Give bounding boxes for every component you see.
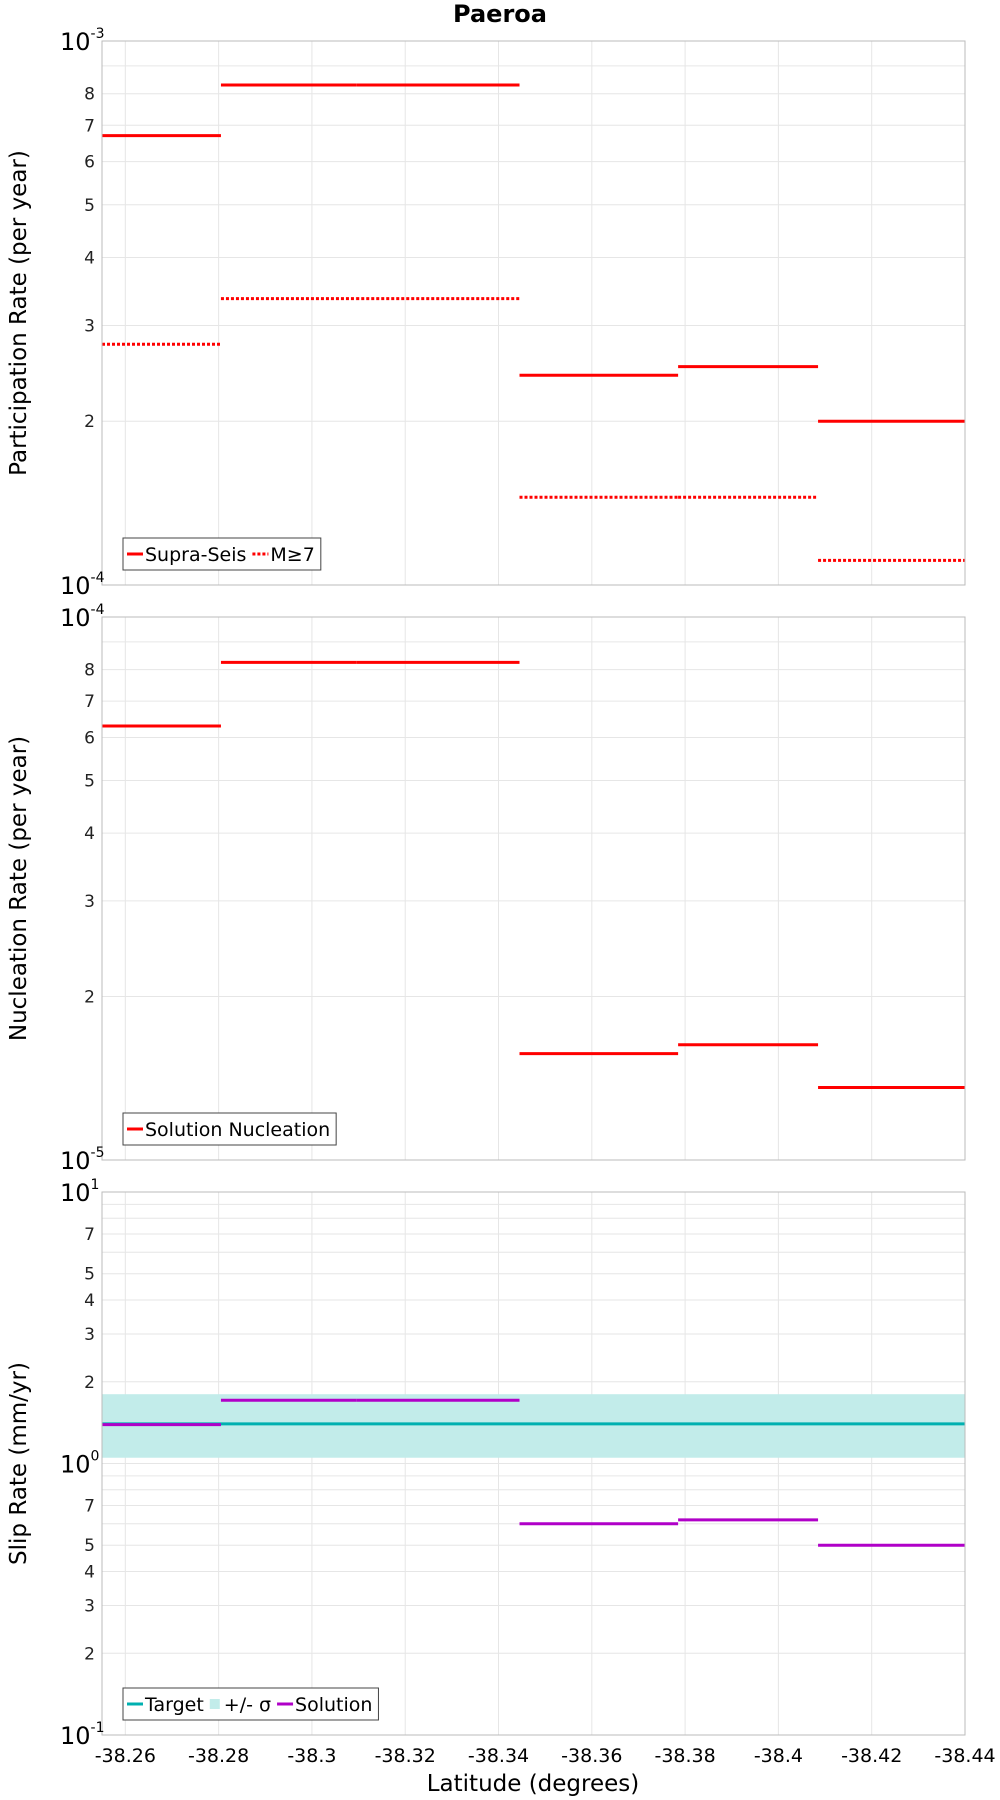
decade-exponent: 0	[91, 1449, 100, 1465]
decade-base: 10	[60, 572, 91, 600]
plot-area	[102, 617, 965, 1160]
x-tick-label: -38.44	[934, 1745, 995, 1767]
legend: Solution Nucleation	[122, 1112, 337, 1146]
legend-box	[122, 537, 322, 571]
decade-base: 10	[60, 28, 91, 56]
x-tick-label: -38.34	[468, 1745, 529, 1767]
decade-exponent: -1	[91, 1720, 105, 1736]
decade-base: 10	[60, 1451, 91, 1479]
sigma-band	[102, 1394, 965, 1458]
series-m-7	[102, 297, 965, 562]
y-tick-label: 5	[84, 1536, 95, 1556]
x-tick-label: -38.36	[561, 1745, 622, 1767]
plot-area	[102, 41, 965, 585]
x-tick-label: -38.42	[841, 1745, 902, 1767]
decade-base: 10	[60, 1147, 91, 1175]
decade-base: 10	[60, 604, 91, 632]
legend-label: Solution Nucleation	[145, 1119, 330, 1141]
y-tick-label: 4	[84, 248, 95, 268]
decade-base: 10	[60, 1722, 91, 1750]
grid-lines	[102, 1192, 966, 1736]
x-tick-label: -38.32	[375, 1745, 436, 1767]
y-tick-label: 8	[84, 85, 95, 105]
legend: Supra-Seis M≥7	[122, 537, 322, 571]
plot-frame	[101, 40, 966, 586]
y-tick-label: 2	[84, 412, 95, 432]
y-tick-label: 3	[84, 1596, 95, 1616]
y-tick-label: 8	[84, 661, 95, 681]
x-axis-ticks: -38.26 -38.28 -38.3 -38.32 -38.34 -38.36 -38.3…	[95, 1745, 996, 1767]
y-tick-label: 4	[84, 824, 95, 844]
x-tick-label: -38.26	[95, 1745, 156, 1767]
y-tick-label: 7	[84, 1497, 95, 1517]
legend-box	[122, 1687, 379, 1721]
y-decade-label: 10-1	[60, 1720, 105, 1750]
legend-label: M≥7	[270, 544, 314, 566]
decade-base: 10	[60, 1179, 91, 1207]
chart-title: Paeroa	[453, 0, 547, 28]
y-tick-label: 4	[84, 1563, 95, 1583]
y-tick-label: 7	[84, 1225, 95, 1245]
y-tick-label: 2	[84, 1644, 95, 1664]
legend-label: Supra-Seis	[145, 544, 246, 566]
y-axis-label: Participation Rate (per year)	[6, 150, 32, 476]
y-axis-label: Slip Rate (mm/yr)	[6, 1362, 32, 1565]
y-decade-label: 10-4	[60, 570, 105, 600]
y-tick-label: 3	[84, 892, 95, 912]
legend-box	[122, 1112, 337, 1146]
y-tick-label: 5	[84, 771, 95, 791]
y-decade-label: 101	[60, 1177, 99, 1207]
series-solution-nucleation	[102, 660, 965, 1089]
x-tick-label: -38.3	[287, 1745, 336, 1767]
y-tick-label: 7	[84, 116, 95, 136]
plot-frame	[101, 616, 966, 1161]
y-tick-label: 2	[84, 1373, 95, 1393]
plot-frame	[101, 1191, 966, 1736]
x-axis-label: Latitude (degrees)	[427, 1771, 640, 1797]
y-tick-label: 7	[84, 692, 95, 712]
y-tick-label: 6	[84, 728, 95, 748]
y-tick-label: 3	[84, 316, 95, 336]
y-tick-label: 4	[84, 1291, 95, 1311]
y-tick-label: 5	[84, 196, 95, 216]
x-tick-label: -38.4	[754, 1745, 803, 1767]
legend: Target +/- σ Solution	[122, 1687, 379, 1721]
y-axis-label: Nucleation Rate (per year)	[6, 736, 32, 1041]
x-tick-label: -38.38	[654, 1745, 715, 1767]
y-decade-label: 10-3	[60, 26, 105, 56]
y-decade-label: 10-5	[60, 1145, 105, 1175]
decade-exponent: -4	[91, 570, 105, 586]
y-tick-label: 5	[84, 1265, 95, 1285]
legend-label: Solution	[295, 1694, 372, 1716]
legend-label: Target	[144, 1694, 204, 1716]
decade-exponent: -3	[91, 26, 105, 42]
x-tick-label: -38.28	[188, 1745, 249, 1767]
y-decade-label: 100	[60, 1449, 99, 1479]
y-tick-label: 2	[84, 988, 95, 1008]
y-tick-label: 3	[84, 1325, 95, 1345]
y-tick-label: 6	[84, 153, 95, 173]
series-solution	[102, 1398, 965, 1547]
decade-exponent: -4	[91, 602, 105, 618]
legend-label: +/- σ	[224, 1694, 271, 1716]
legend-swatch	[209, 1699, 220, 1709]
series-supra-seis	[102, 83, 965, 423]
decade-exponent: 1	[91, 1177, 100, 1193]
decade-exponent: -5	[91, 1145, 105, 1161]
y-decade-label: 10-4	[60, 602, 105, 632]
